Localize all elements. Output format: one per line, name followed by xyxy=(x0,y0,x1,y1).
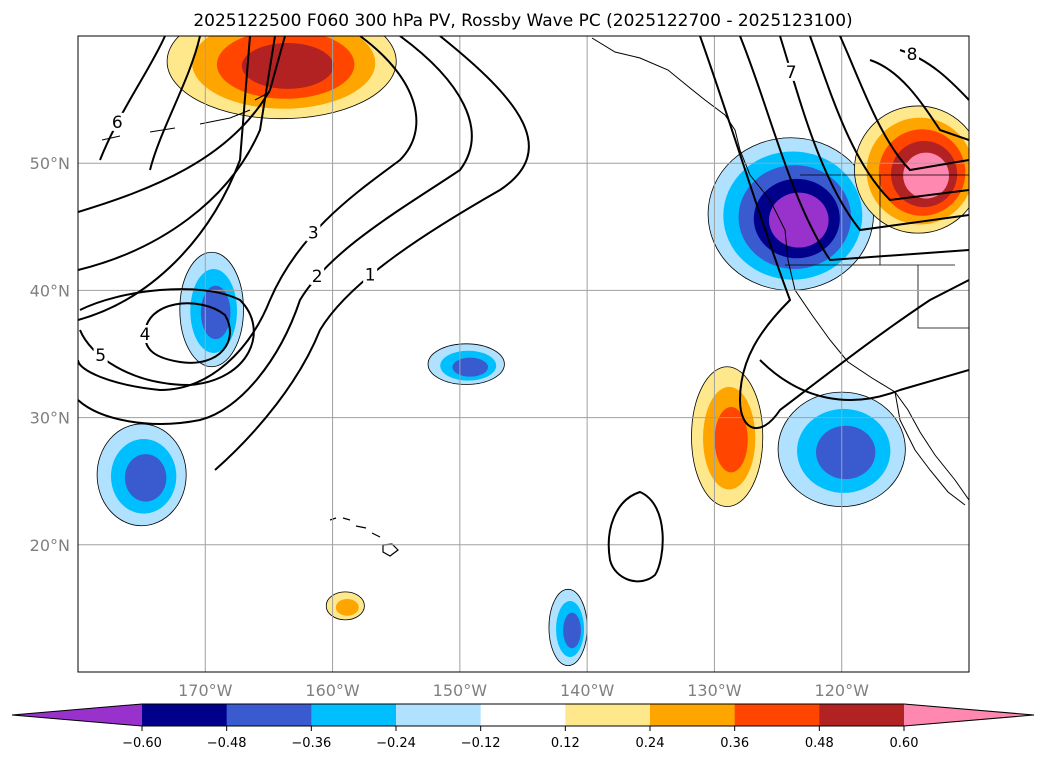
contour-labels: 1 2 3 4 5 6 7 8 xyxy=(93,44,920,366)
x-tick-label: 130°W xyxy=(687,681,742,700)
x-tick-label: 160°W xyxy=(305,681,360,700)
hawaii-islands xyxy=(329,517,399,557)
pv-contour-southeast xyxy=(759,359,969,401)
y-tick-label: 30°N xyxy=(30,409,70,428)
contour-label: 4 xyxy=(140,325,151,345)
pv-contour-tropical xyxy=(607,490,664,583)
y-tick-label: 40°N xyxy=(30,281,70,300)
colorbar-tick-label: 0.60 xyxy=(890,736,919,751)
contour-label-bg xyxy=(93,346,108,365)
colorbar-bin xyxy=(396,704,482,726)
pv-contour-4 xyxy=(143,302,231,364)
anomaly-band-3-2 xyxy=(714,407,748,473)
anomaly-band-6-2 xyxy=(200,285,231,340)
colorbar-tick-label: 0.48 xyxy=(805,736,834,751)
colorbar-tick-label: −0.36 xyxy=(291,736,331,751)
pv-contour-2 xyxy=(78,36,473,425)
contour-label-bg xyxy=(306,223,321,242)
anomaly-band-4-2 xyxy=(816,425,876,480)
anomaly-band-1-3 xyxy=(241,43,334,89)
colorbar-extend-high xyxy=(904,704,1034,726)
pv-contour-east-3 xyxy=(779,36,969,232)
colorbar-bin xyxy=(142,704,228,726)
y-axis-ticks: 20°N 30°N 40°N 50°N xyxy=(30,154,70,555)
contour-label: 2 xyxy=(312,267,323,287)
contour-label-bg xyxy=(138,325,152,343)
contour-label: 6 xyxy=(112,113,123,133)
pv-contour-east-2 xyxy=(739,36,969,262)
contour-label-bg xyxy=(905,44,920,63)
pv-contour-east-6 xyxy=(869,59,969,141)
colorbar-tick-label: −0.60 xyxy=(122,736,162,751)
contour-label: 1 xyxy=(365,266,376,286)
pv-contour-east-1 xyxy=(699,36,969,430)
pv-contours xyxy=(78,36,969,583)
x-tick-label: 150°W xyxy=(433,681,488,700)
colorbar-tick-label: 0.24 xyxy=(636,736,665,751)
x-axis-ticks: 170°W 160°W 150°W 140°W 130°W 120°W xyxy=(178,681,869,700)
x-tick-label: 120°W xyxy=(815,681,870,700)
coastlines xyxy=(101,37,969,506)
colorbar-tick-label: 0.12 xyxy=(551,736,580,751)
anomaly-band-8-2 xyxy=(563,612,581,649)
colorbar-tick-label: 0.36 xyxy=(720,736,749,751)
baja-coastline xyxy=(894,391,966,506)
pv-contour-3 xyxy=(78,36,418,392)
contour-label-bg xyxy=(363,265,378,284)
aleutian-islands xyxy=(101,91,271,141)
contour-label: 7 xyxy=(786,63,797,83)
colorbar: −0.60 −0.48 −0.36 −0.24 −0.12 0.12 0.24 0.36 0.4… xyxy=(11,703,1035,751)
colorbar-tick-label: −0.24 xyxy=(376,736,416,751)
colorbar-bin xyxy=(565,704,651,726)
anomaly-band-5-2 xyxy=(452,357,489,377)
colorbar-bin xyxy=(226,704,312,726)
colorbar-tick-label: −0.12 xyxy=(461,736,501,751)
pv-contour-1 xyxy=(78,36,530,471)
colorbar-bin xyxy=(734,704,820,726)
contour-label-bg xyxy=(110,112,125,131)
chart-title: 2025122500 F060 300 hPa PV, Rossby Wave … xyxy=(193,11,852,31)
x-tick-label: 140°W xyxy=(560,681,615,700)
colorbar-bin xyxy=(311,704,397,726)
contour-label-bg xyxy=(310,266,325,285)
colorbar-extend-low xyxy=(12,704,142,726)
pv-contour-east-4 xyxy=(809,36,969,202)
x-tick-label: 170°W xyxy=(178,681,233,700)
canada-us-border xyxy=(785,174,969,329)
contour-label: 5 xyxy=(95,346,106,366)
contour-label-bg xyxy=(784,62,799,81)
colorbar-bin xyxy=(819,704,905,726)
map-grid xyxy=(78,36,969,672)
pv-contour-5 xyxy=(79,288,255,387)
anomaly-band-9-1 xyxy=(335,598,359,616)
colorbar-bin xyxy=(650,704,736,726)
y-tick-label: 50°N xyxy=(30,154,70,173)
anomaly-band-7-2 xyxy=(124,454,167,502)
y-tick-label: 20°N xyxy=(30,536,70,555)
map-frame xyxy=(77,35,970,673)
pv-contour-east-5 xyxy=(839,36,969,172)
north-america-coastline xyxy=(591,37,969,501)
colorbar-bin xyxy=(480,704,566,726)
colorbar-tick-label: −0.48 xyxy=(207,736,247,751)
contour-label: 8 xyxy=(907,45,918,65)
anomaly-band-2-4 xyxy=(903,152,949,199)
contour-label: 3 xyxy=(308,223,319,243)
pv-contour-6 xyxy=(99,36,201,171)
